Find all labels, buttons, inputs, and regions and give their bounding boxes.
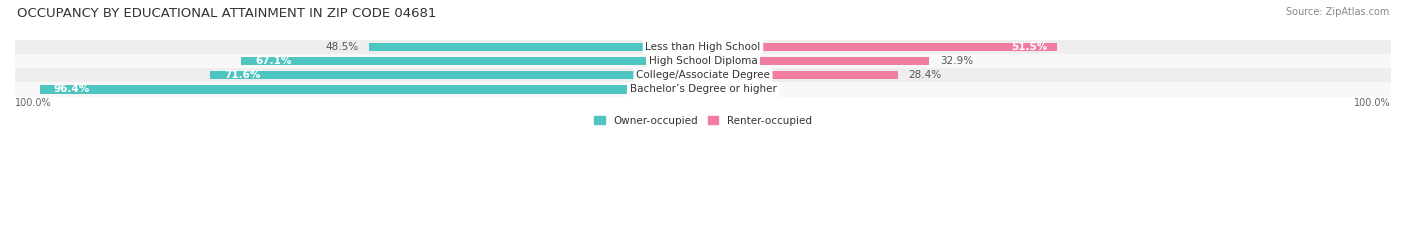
Text: OCCUPANCY BY EDUCATIONAL ATTAINMENT IN ZIP CODE 04681: OCCUPANCY BY EDUCATIONAL ATTAINMENT IN Z… xyxy=(17,7,436,20)
Bar xyxy=(703,85,728,94)
Text: 48.5%: 48.5% xyxy=(326,42,359,52)
Text: College/Associate Degree: College/Associate Degree xyxy=(636,70,770,80)
Text: 100.0%: 100.0% xyxy=(1354,98,1391,108)
Bar xyxy=(370,43,703,51)
Bar xyxy=(15,68,1391,82)
Legend: Owner-occupied, Renter-occupied: Owner-occupied, Renter-occupied xyxy=(591,111,815,130)
Bar xyxy=(15,54,1391,68)
Bar xyxy=(703,43,1057,51)
Text: 32.9%: 32.9% xyxy=(939,56,973,66)
Text: 71.6%: 71.6% xyxy=(224,70,260,80)
Text: High School Diploma: High School Diploma xyxy=(648,56,758,66)
Bar xyxy=(15,82,1391,96)
Bar xyxy=(15,40,1391,54)
Text: Bachelor’s Degree or higher: Bachelor’s Degree or higher xyxy=(630,85,776,94)
Text: 28.4%: 28.4% xyxy=(908,70,942,80)
Bar xyxy=(211,71,703,79)
Text: 96.4%: 96.4% xyxy=(53,85,90,94)
Text: 100.0%: 100.0% xyxy=(15,98,52,108)
Text: 67.1%: 67.1% xyxy=(254,56,291,66)
Bar xyxy=(703,71,898,79)
Bar xyxy=(39,85,703,94)
Text: 51.5%: 51.5% xyxy=(1011,42,1047,52)
Text: Source: ZipAtlas.com: Source: ZipAtlas.com xyxy=(1285,7,1389,17)
Text: 3.6%: 3.6% xyxy=(738,85,765,94)
Bar xyxy=(242,57,703,65)
Text: Less than High School: Less than High School xyxy=(645,42,761,52)
Bar xyxy=(703,57,929,65)
